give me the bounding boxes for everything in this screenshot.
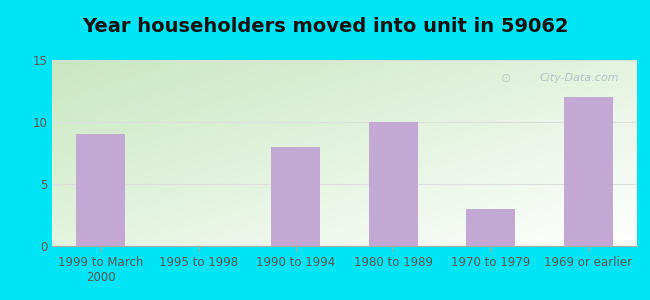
Bar xyxy=(77,134,125,246)
Text: Year householders moved into unit in 59062: Year householders moved into unit in 590… xyxy=(82,17,568,37)
Text: ⊙: ⊙ xyxy=(500,72,512,85)
Bar xyxy=(272,147,320,246)
Bar xyxy=(369,122,417,246)
Text: City-Data.com: City-Data.com xyxy=(540,73,619,83)
Bar xyxy=(564,97,612,246)
Bar xyxy=(467,209,515,246)
